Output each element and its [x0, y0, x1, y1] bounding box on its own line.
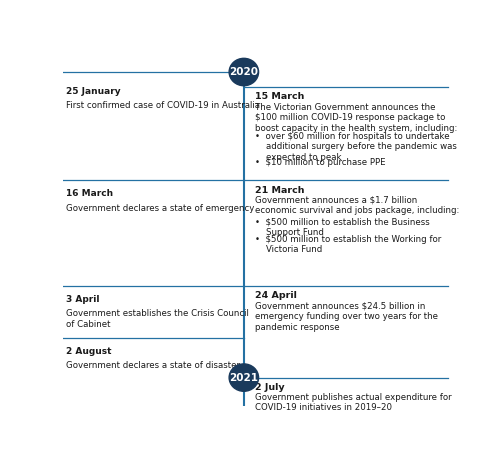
- Text: 21 March: 21 March: [256, 186, 305, 195]
- Text: •  over $60 million for hospitals to undertake
    additional surgery before the: • over $60 million for hospitals to unde…: [256, 132, 458, 161]
- Text: •  $500 million to establish the Working for
    Victoria Fund: • $500 million to establish the Working …: [256, 234, 442, 254]
- Text: Government announces a $1.7 billion
economic survival and jobs package, includin: Government announces a $1.7 billion econ…: [256, 196, 460, 215]
- Text: 15 March: 15 March: [256, 92, 305, 101]
- Text: The Victorian Government announces the
$100 million COVID-19 response package to: The Victorian Government announces the $…: [256, 103, 458, 133]
- Text: Government announces $24.5 billion in
emergency funding over two years for the
p: Government announces $24.5 billion in em…: [256, 302, 438, 332]
- Circle shape: [229, 58, 258, 86]
- Text: First confirmed case of COVID-19 in Australia: First confirmed case of COVID-19 in Aust…: [66, 101, 260, 110]
- Text: 3 April: 3 April: [66, 295, 100, 304]
- Text: Government establishes the Crisis Council
of Cabinet: Government establishes the Crisis Counci…: [66, 309, 249, 329]
- Text: 16 March: 16 March: [66, 190, 114, 198]
- Text: 2020: 2020: [230, 67, 258, 77]
- Text: Government publishes actual expenditure for
COVID-19 initiatives in 2019–20: Government publishes actual expenditure …: [256, 393, 452, 412]
- Text: 2 August: 2 August: [66, 347, 112, 356]
- Text: •  $500 million to establish the Business
    Support Fund: • $500 million to establish the Business…: [256, 217, 430, 237]
- Text: Government declares a state of disaster: Government declares a state of disaster: [66, 361, 240, 370]
- Text: 24 April: 24 April: [256, 292, 298, 300]
- Text: 2 July: 2 July: [256, 383, 285, 392]
- Text: •  $10 million to purchase PPE: • $10 million to purchase PPE: [256, 158, 386, 167]
- Circle shape: [229, 364, 258, 391]
- Text: 2021: 2021: [230, 373, 258, 383]
- Text: Government declares a state of emergency: Government declares a state of emergency: [66, 204, 255, 213]
- Text: 25 January: 25 January: [66, 87, 121, 96]
